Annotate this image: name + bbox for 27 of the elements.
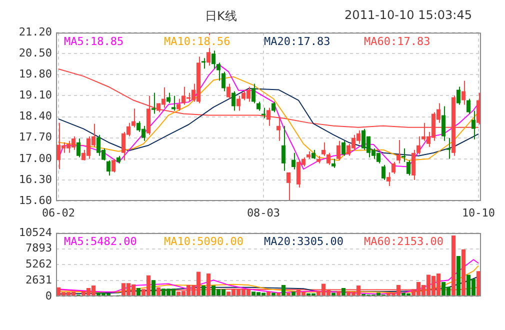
- y-tick-label: 10524: [18, 226, 52, 239]
- y-tick-label: 16.30: [18, 172, 52, 186]
- y-tick-label: 5262: [26, 258, 52, 271]
- y-tick-label: 19.10: [18, 88, 52, 102]
- y-tick-label: 15.60: [18, 194, 52, 207]
- text: 2011-10-10 15:03:45: [344, 8, 472, 22]
- text: MA60:2153.00: [364, 235, 444, 248]
- text: MA20:3305.00: [264, 235, 344, 248]
- y-tick-label: 20.50: [18, 46, 52, 60]
- text: MA10:18.56: [164, 34, 230, 48]
- y-tick-label: 18.40: [18, 110, 52, 123]
- text: MA10:5090.00: [164, 235, 244, 248]
- y-tick-label: 17.70: [18, 130, 52, 144]
- y-tick-label: 19.80: [18, 68, 52, 81]
- y-tick-label: 17.00: [18, 152, 52, 165]
- y-tick-label: 21.20: [18, 25, 52, 38]
- x-tick-label: 06-02: [42, 206, 76, 220]
- x-tick-label: 10-10: [462, 206, 496, 220]
- text: 日K线: [205, 8, 237, 25]
- x-tick-label: 08-03: [246, 206, 280, 220]
- y-tick-label: 7893: [26, 242, 52, 255]
- text: MA20:17.83: [264, 34, 330, 48]
- y-tick-label: 0: [45, 289, 52, 302]
- text: MA5:18.85: [64, 34, 124, 48]
- text: MA5:5482.00: [64, 235, 137, 248]
- y-tick-label: 2631: [26, 273, 52, 286]
- text: MA60:17.83: [364, 34, 430, 48]
